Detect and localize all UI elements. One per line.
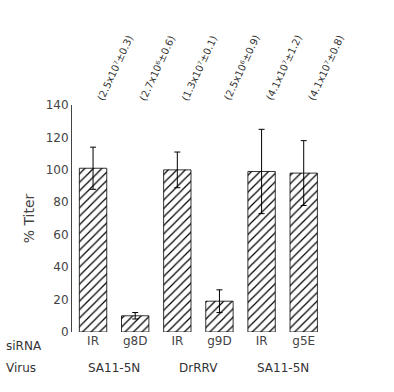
- svg-text:80: 80: [53, 195, 68, 209]
- svg-text:DrRRV: DrRRV: [179, 361, 218, 375]
- svg-text:% Titer: % Titer: [21, 193, 37, 243]
- svg-text:IR: IR: [87, 334, 99, 348]
- svg-text:SA11-5N: SA11-5N: [257, 361, 309, 375]
- svg-text:120: 120: [46, 131, 69, 145]
- svg-text:g9D: g9D: [207, 334, 232, 348]
- svg-text:(1.3x10⁷±0.1): (1.3x10⁷±0.1): [179, 34, 219, 103]
- svg-text:g5E: g5E: [292, 334, 315, 348]
- svg-text:40: 40: [53, 260, 68, 274]
- svg-text:140: 140: [46, 98, 69, 112]
- svg-text:(2.5x10⁶±0.9): (2.5x10⁶±0.9): [222, 33, 262, 102]
- svg-text:(4.1x10⁷±0.8): (4.1x10⁷±0.8): [306, 33, 346, 102]
- svg-text:g8D: g8D: [123, 334, 148, 348]
- svg-text:Virus: Virus: [6, 361, 36, 375]
- svg-text:IR: IR: [171, 334, 183, 348]
- svg-text:(2.7x10⁶±0.6): (2.7x10⁶±0.6): [137, 34, 177, 103]
- svg-text:IR: IR: [256, 334, 268, 348]
- svg-text:SA11-5N: SA11-5N: [88, 361, 140, 375]
- svg-text:(2.5x10⁷±0.3): (2.5x10⁷±0.3): [95, 34, 135, 103]
- svg-text:(4.1x10⁷±1.2): (4.1x10⁷±1.2): [264, 33, 304, 102]
- svg-text:siRNA: siRNA: [6, 339, 42, 353]
- svg-text:0: 0: [61, 325, 69, 339]
- svg-text:60: 60: [53, 228, 68, 242]
- svg-text:100: 100: [46, 163, 69, 177]
- svg-text:20: 20: [53, 293, 68, 307]
